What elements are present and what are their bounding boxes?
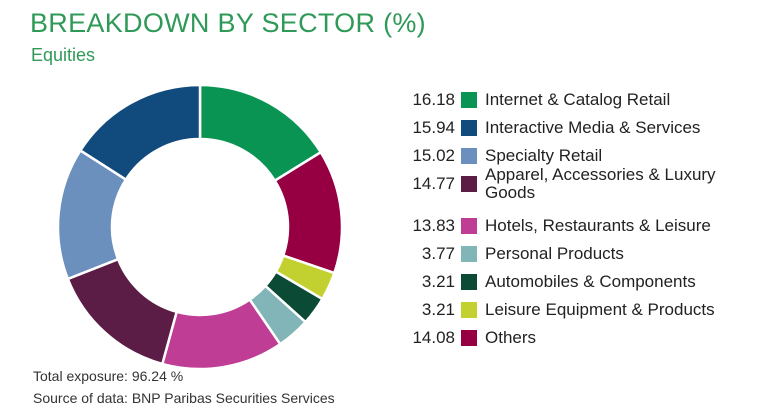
legend-value: 13.83	[412, 216, 455, 235]
legend-value: 3.21	[421, 300, 455, 319]
legend-label: Automobiles & Components	[485, 272, 696, 291]
legend-item: 3.77 Personal Products	[395, 240, 765, 268]
legend-swatch	[461, 120, 477, 136]
legend-value: 15.94	[412, 118, 455, 137]
chart-title: BREAKDOWN BY SECTOR (%)	[30, 8, 426, 38]
legend-label: Hotels, Restaurants & Leisure	[485, 216, 711, 235]
legend-label: Internet & Catalog Retail	[485, 90, 671, 109]
legend-value: 14.77	[412, 174, 455, 193]
legend-swatch	[461, 330, 477, 346]
legend-item: 15.94 Interactive Media & Services	[395, 114, 765, 142]
chart-subtitle: Equities	[31, 45, 96, 65]
legend-item: 3.21 Leisure Equipment & Products	[395, 296, 765, 324]
legend-swatch	[461, 302, 477, 318]
legend-swatch	[461, 148, 477, 164]
legend-label: Others	[485, 328, 537, 347]
pie-slice	[66, 257, 179, 366]
legend-swatch	[461, 176, 477, 192]
legend-value: 16.18	[412, 90, 455, 109]
legend-label: Personal Products	[485, 244, 624, 263]
data-source-note: Source of data: BNP Paribas Securities S…	[33, 390, 335, 406]
legend-value: 14.08	[412, 328, 455, 347]
legend-item: 14.08 Others	[395, 324, 765, 352]
legend-value: 3.77	[421, 244, 455, 263]
legend-label: Leisure Equipment & Products	[485, 300, 715, 319]
legend-swatch	[461, 218, 477, 234]
legend-item: 16.18 Internet & Catalog Retail	[395, 86, 765, 114]
legend-label: Interactive Media & Services	[485, 118, 701, 137]
legend-swatch	[461, 246, 477, 262]
legend-label: Specialty Retail	[485, 146, 603, 165]
legend-swatch	[461, 92, 477, 108]
legend-value: 15.02	[412, 146, 455, 165]
pie-slice	[78, 83, 202, 182]
legend-value: 3.21	[421, 272, 455, 291]
legend-item: 15.02 Specialty Retail	[395, 142, 765, 170]
legend-swatch	[461, 274, 477, 290]
legend-item: 14.77 Apparel, Accessories & Luxury Goods	[395, 166, 765, 202]
legend-label: Apparel, Accessories & Luxury Goods	[485, 165, 716, 202]
total-exposure-note: Total exposure: 96.24 %	[33, 368, 184, 384]
legend-item: 3.21 Automobiles & Components	[395, 268, 765, 296]
legend-item: 13.83 Hotels, Restaurants & Leisure	[395, 212, 765, 240]
